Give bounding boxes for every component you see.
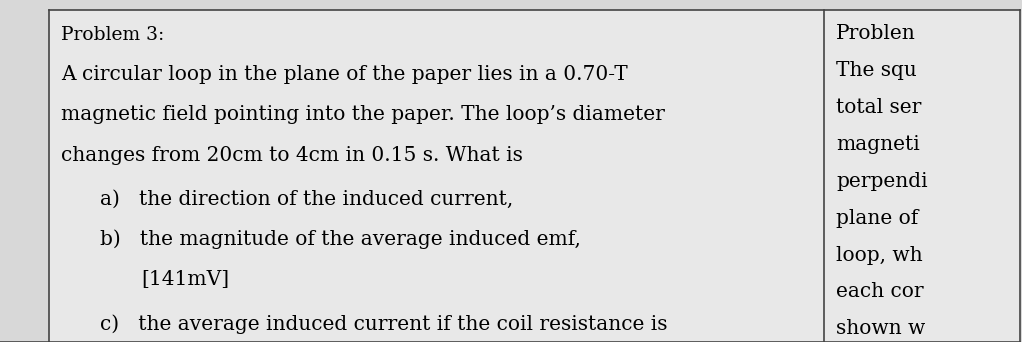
Text: total ser: total ser (836, 98, 922, 117)
Text: perpendi: perpendi (836, 172, 928, 191)
Text: c)   the average induced current if the coil resistance is: c) the average induced current if the co… (100, 314, 667, 333)
Text: Problem 3:: Problem 3: (61, 26, 165, 44)
Text: plane of: plane of (836, 209, 918, 228)
Text: changes from 20cm to 4cm in 0.15 s. What is: changes from 20cm to 4cm in 0.15 s. What… (61, 146, 523, 165)
Text: b)   the magnitude of the average induced emf,: b) the magnitude of the average induced … (100, 230, 582, 249)
Text: The squ: The squ (836, 61, 917, 80)
Text: each cor: each cor (836, 282, 924, 302)
Text: loop, wh: loop, wh (836, 246, 923, 265)
Text: magneti: magneti (836, 135, 920, 154)
Text: Problen: Problen (836, 24, 916, 43)
Text: [141mV]: [141mV] (141, 270, 229, 289)
Text: shown w: shown w (836, 319, 925, 339)
Text: magnetic field pointing into the paper. The loop’s diameter: magnetic field pointing into the paper. … (61, 105, 665, 124)
Text: A circular loop in the plane of the paper lies in a 0.70-T: A circular loop in the plane of the pape… (61, 65, 629, 84)
Text: a)   the direction of the induced current,: a) the direction of the induced current, (100, 189, 513, 209)
